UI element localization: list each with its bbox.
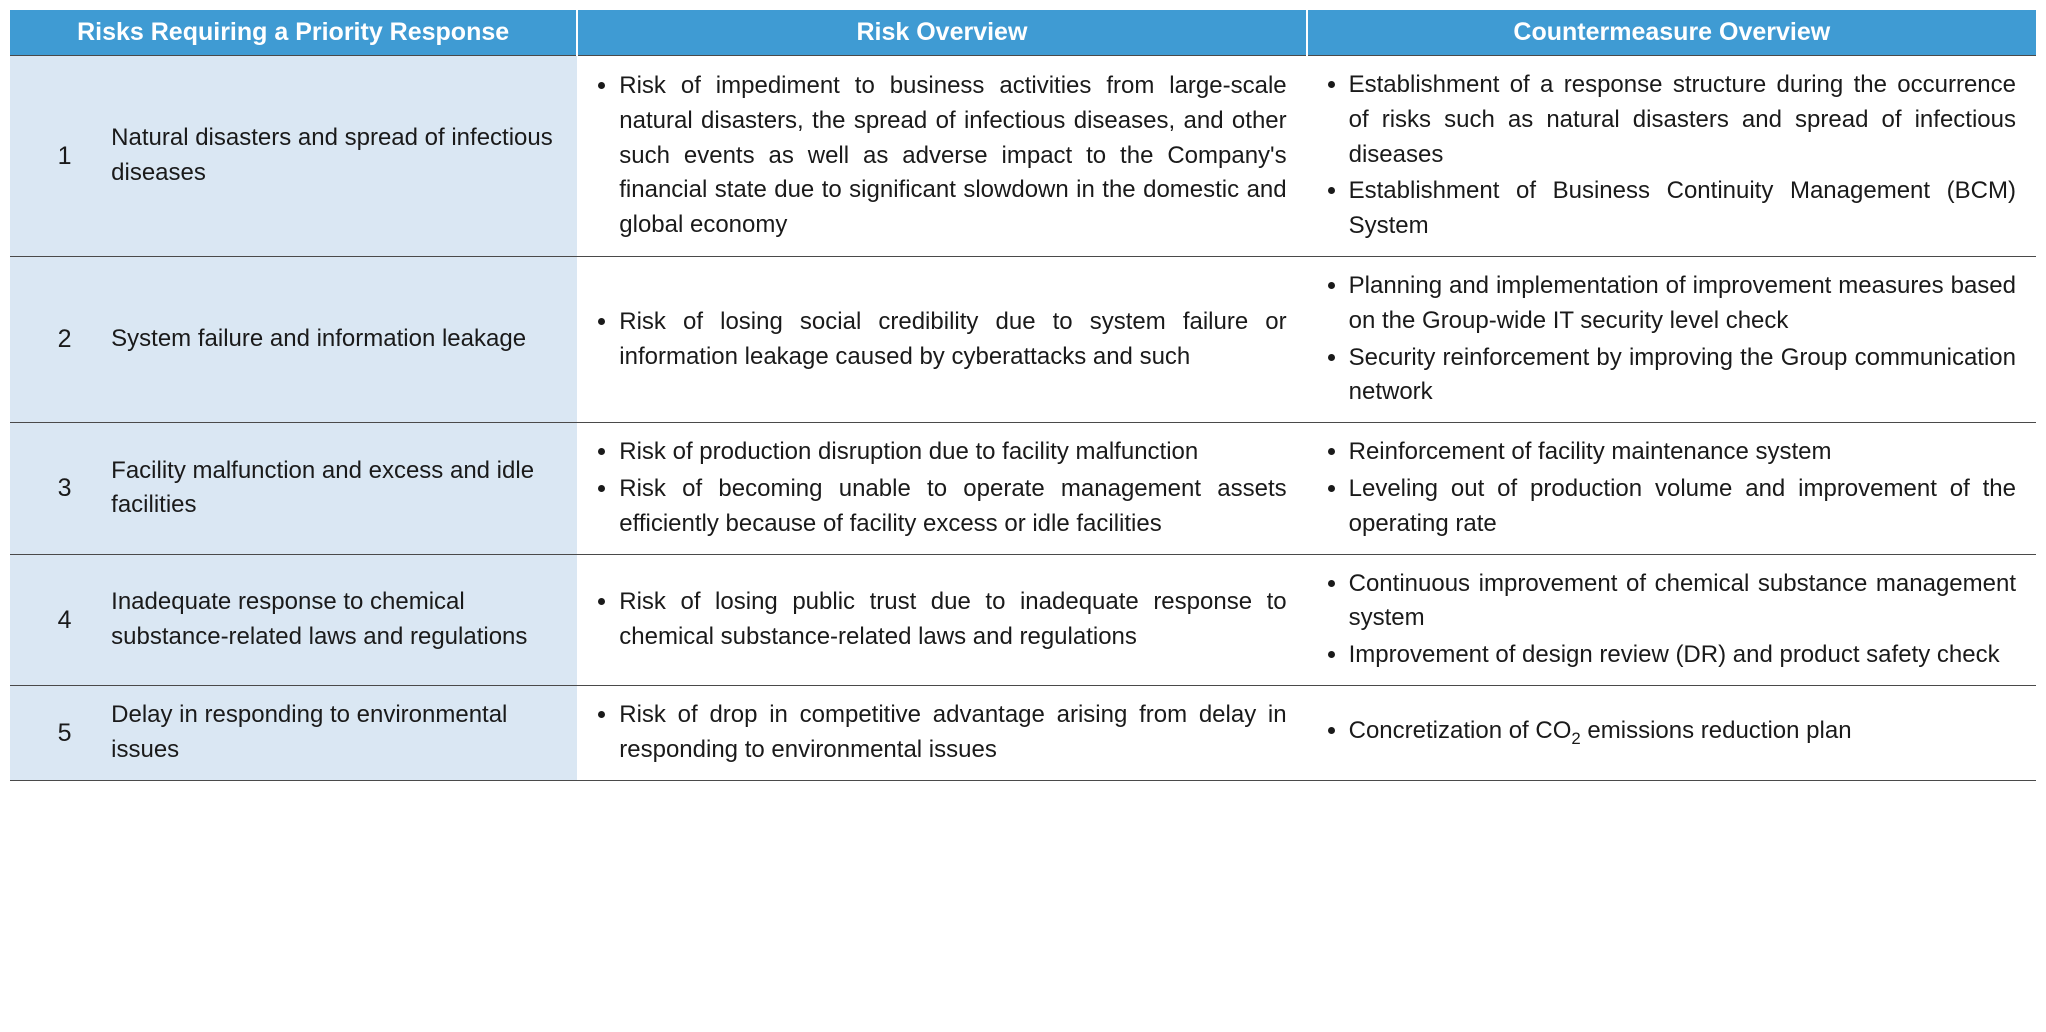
overview-item: Risk of production disruption due to fac… <box>619 435 1286 470</box>
risk-title: System failure and information leakage <box>101 256 577 422</box>
table-row: 1Natural disasters and spread of infecti… <box>10 56 2036 257</box>
countermeasure: Continuous improvement of chemical subst… <box>1307 554 2036 685</box>
overview-item: Risk of becoming unable to operate manag… <box>619 472 1286 542</box>
col-header-overview: Risk Overview <box>577 10 1306 56</box>
counter-item: Establishment of Business Continuity Man… <box>1349 174 2016 244</box>
row-number: 4 <box>10 554 101 685</box>
counter-item: Concretization of CO2 emissions reductio… <box>1349 714 2016 751</box>
table-row: 4Inadequate response to chemical substan… <box>10 554 2036 685</box>
table-row: 5Delay in responding to environmental is… <box>10 685 2036 780</box>
header-row: Risks Requiring a Priority Response Risk… <box>10 10 2036 56</box>
table-body: 1Natural disasters and spread of infecti… <box>10 56 2036 781</box>
risk-overview: Risk of production disruption due to fac… <box>577 423 1306 554</box>
col-header-counter: Countermeasure Overview <box>1307 10 2036 56</box>
row-number: 1 <box>10 56 101 257</box>
row-number: 2 <box>10 256 101 422</box>
risk-overview: Risk of losing social credibility due to… <box>577 256 1306 422</box>
risk-overview: Risk of impediment to business activitie… <box>577 56 1306 257</box>
countermeasure: Planning and implementation of improveme… <box>1307 256 2036 422</box>
table-row: 3Facility malfunction and excess and idl… <box>10 423 2036 554</box>
countermeasure: Concretization of CO2 emissions reductio… <box>1307 685 2036 780</box>
overview-item: Risk of impediment to business activitie… <box>619 69 1286 243</box>
overview-item: Risk of losing public trust due to inade… <box>619 585 1286 655</box>
counter-item: Establishment of a response structure du… <box>1349 68 2016 172</box>
table-row: 2System failure and information leakage R… <box>10 256 2036 422</box>
overview-item: Risk of losing social credibility due to… <box>619 305 1286 375</box>
counter-item: Planning and implementation of improveme… <box>1349 269 2016 339</box>
risk-table: Risks Requiring a Priority Response Risk… <box>10 10 2036 781</box>
col-header-risk: Risks Requiring a Priority Response <box>10 10 577 56</box>
row-number: 3 <box>10 423 101 554</box>
row-number: 5 <box>10 685 101 780</box>
risk-title: Delay in responding to environmental iss… <box>101 685 577 780</box>
overview-item: Risk of drop in competitive advantage ar… <box>619 698 1286 768</box>
countermeasure: Establishment of a response structure du… <box>1307 56 2036 257</box>
counter-item: Continuous improvement of chemical subst… <box>1349 567 2016 637</box>
counter-item: Improvement of design review (DR) and pr… <box>1349 638 2016 673</box>
counter-item: Security reinforcement by improving the … <box>1349 341 2016 411</box>
countermeasure: Reinforcement of facility maintenance sy… <box>1307 423 2036 554</box>
risk-title: Inadequate response to chemical substanc… <box>101 554 577 685</box>
risk-title: Facility malfunction and excess and idle… <box>101 423 577 554</box>
counter-item: Leveling out of production volume and im… <box>1349 472 2016 542</box>
risk-overview: Risk of drop in competitive advantage ar… <box>577 685 1306 780</box>
counter-item: Reinforcement of facility maintenance sy… <box>1349 435 2016 470</box>
risk-title: Natural disasters and spread of infectio… <box>101 56 577 257</box>
risk-overview: Risk of losing public trust due to inade… <box>577 554 1306 685</box>
